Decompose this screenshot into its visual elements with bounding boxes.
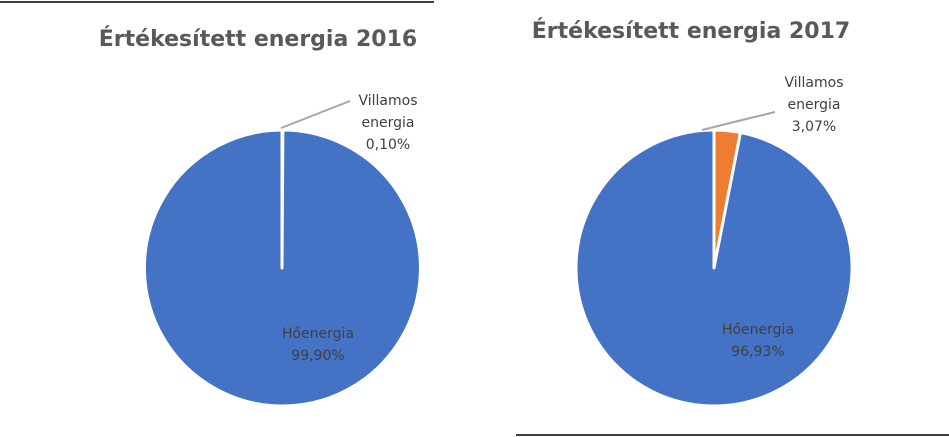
pie-chart-2016: Értékesített energia 2016 Villamos energ… bbox=[99, 26, 422, 408]
slice-label-line-1: Villamos bbox=[358, 93, 417, 109]
pie-slices bbox=[574, 128, 854, 408]
leader-line bbox=[701, 111, 776, 131]
slice-label-line-2: energia bbox=[788, 97, 841, 113]
slice-label-line-1: Villamos bbox=[784, 75, 843, 91]
slice-label-hoenergia: Hőenergia 96,93% bbox=[722, 322, 794, 360]
chart-title: Értékesített energia 2016 bbox=[99, 26, 417, 52]
slice-label-villamos: Villamos energia 0,10% bbox=[358, 93, 417, 153]
slice-label-line-1: Hőenergia bbox=[282, 326, 354, 342]
pie-chart-2017: Értékesített energia 2017 Villamos energ… bbox=[532, 18, 854, 408]
slice-label-line-1: Hőenergia bbox=[722, 322, 794, 338]
slice-value-label: 3,07% bbox=[792, 119, 836, 135]
slice-label-hoenergia: Hőenergia 99,90% bbox=[282, 326, 354, 364]
slice-label-villamos: Villamos energia 3,07% bbox=[784, 75, 843, 135]
chart-title: Értékesített energia 2017 bbox=[532, 18, 850, 44]
slice-value-label: 96,93% bbox=[731, 344, 784, 360]
slice-value-label: 0,10% bbox=[366, 137, 410, 153]
slice-label-line-2: energia bbox=[362, 115, 415, 131]
leader-line bbox=[280, 100, 351, 129]
pie-slice-hőenergia bbox=[142, 128, 422, 408]
slice-value-label: 99,90% bbox=[291, 348, 344, 364]
pie-slices bbox=[142, 128, 422, 408]
pie-slice-hőenergia bbox=[574, 128, 854, 408]
